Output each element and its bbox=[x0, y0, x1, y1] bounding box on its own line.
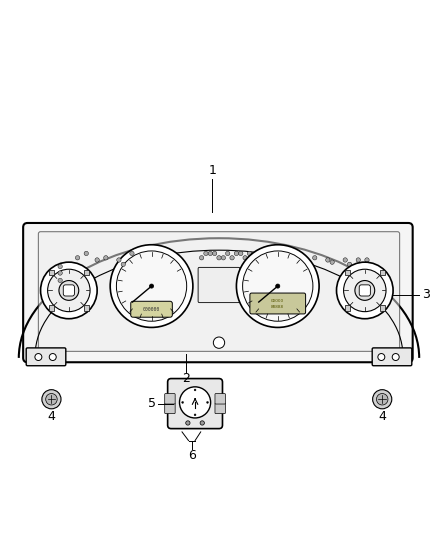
Bar bbox=[84, 305, 89, 311]
Circle shape bbox=[58, 271, 62, 275]
FancyBboxPatch shape bbox=[372, 348, 412, 366]
Circle shape bbox=[226, 251, 230, 256]
Bar bbox=[345, 305, 350, 311]
Text: 4: 4 bbox=[47, 410, 55, 423]
Text: ODOOO: ODOOO bbox=[271, 300, 284, 303]
Text: 000000: 000000 bbox=[143, 306, 160, 311]
Circle shape bbox=[286, 256, 291, 260]
Circle shape bbox=[377, 393, 388, 405]
Bar bbox=[380, 305, 385, 311]
FancyBboxPatch shape bbox=[39, 232, 399, 351]
Circle shape bbox=[35, 353, 42, 360]
Circle shape bbox=[186, 421, 190, 425]
Circle shape bbox=[239, 251, 243, 256]
Circle shape bbox=[182, 401, 184, 403]
Circle shape bbox=[243, 256, 247, 260]
Circle shape bbox=[330, 260, 334, 264]
Circle shape bbox=[204, 251, 208, 256]
FancyBboxPatch shape bbox=[215, 403, 226, 414]
Circle shape bbox=[110, 245, 193, 327]
FancyBboxPatch shape bbox=[165, 393, 175, 404]
Circle shape bbox=[117, 258, 121, 262]
Bar bbox=[84, 270, 89, 276]
FancyBboxPatch shape bbox=[26, 348, 66, 366]
Circle shape bbox=[49, 353, 56, 360]
Circle shape bbox=[180, 387, 211, 418]
Circle shape bbox=[221, 256, 226, 260]
Circle shape bbox=[217, 256, 221, 260]
Circle shape bbox=[278, 256, 282, 260]
Text: 2: 2 bbox=[182, 372, 190, 385]
Circle shape bbox=[347, 262, 352, 266]
Circle shape bbox=[378, 353, 385, 360]
Bar bbox=[49, 270, 54, 276]
Circle shape bbox=[212, 251, 217, 256]
Circle shape bbox=[58, 278, 62, 282]
Circle shape bbox=[46, 393, 57, 405]
FancyBboxPatch shape bbox=[250, 293, 306, 314]
Circle shape bbox=[117, 251, 187, 321]
Text: 5: 5 bbox=[148, 397, 155, 410]
Circle shape bbox=[360, 262, 365, 266]
Text: 1: 1 bbox=[208, 164, 216, 177]
Circle shape bbox=[194, 414, 196, 416]
Circle shape bbox=[42, 390, 61, 409]
Circle shape bbox=[291, 251, 295, 256]
Circle shape bbox=[325, 258, 330, 262]
FancyBboxPatch shape bbox=[131, 301, 172, 317]
Circle shape bbox=[199, 256, 204, 260]
Circle shape bbox=[48, 269, 90, 312]
Circle shape bbox=[313, 256, 317, 260]
Circle shape bbox=[104, 256, 108, 260]
Circle shape bbox=[130, 251, 134, 256]
Circle shape bbox=[247, 251, 252, 256]
Circle shape bbox=[41, 262, 97, 319]
Circle shape bbox=[208, 251, 212, 256]
Text: 88888: 88888 bbox=[271, 305, 284, 309]
Circle shape bbox=[304, 258, 308, 262]
Circle shape bbox=[207, 401, 208, 403]
Circle shape bbox=[365, 258, 369, 262]
Circle shape bbox=[343, 258, 347, 262]
Circle shape bbox=[230, 256, 234, 260]
Circle shape bbox=[234, 251, 239, 256]
Circle shape bbox=[58, 264, 62, 269]
Circle shape bbox=[237, 245, 319, 327]
FancyBboxPatch shape bbox=[63, 285, 74, 296]
FancyBboxPatch shape bbox=[359, 285, 371, 296]
Circle shape bbox=[392, 353, 399, 360]
Text: 6: 6 bbox=[187, 449, 195, 462]
Circle shape bbox=[273, 251, 278, 256]
Bar bbox=[380, 270, 385, 276]
Circle shape bbox=[243, 251, 313, 321]
Circle shape bbox=[149, 284, 154, 288]
Text: 3: 3 bbox=[422, 288, 430, 301]
Circle shape bbox=[194, 389, 196, 391]
Circle shape bbox=[84, 251, 88, 256]
FancyBboxPatch shape bbox=[23, 223, 413, 362]
Circle shape bbox=[356, 258, 360, 262]
Circle shape bbox=[59, 280, 79, 300]
Circle shape bbox=[213, 337, 225, 349]
Circle shape bbox=[276, 284, 280, 288]
FancyBboxPatch shape bbox=[215, 393, 226, 404]
Circle shape bbox=[336, 262, 393, 319]
Circle shape bbox=[95, 258, 99, 262]
Circle shape bbox=[343, 269, 386, 312]
Bar bbox=[49, 305, 54, 311]
Circle shape bbox=[75, 256, 80, 260]
Circle shape bbox=[355, 280, 374, 300]
Circle shape bbox=[269, 256, 273, 260]
Circle shape bbox=[200, 421, 205, 425]
FancyBboxPatch shape bbox=[198, 268, 240, 303]
Bar bbox=[345, 270, 350, 276]
Text: 4: 4 bbox=[378, 410, 386, 423]
Circle shape bbox=[373, 390, 392, 409]
FancyBboxPatch shape bbox=[165, 403, 175, 414]
Circle shape bbox=[121, 262, 125, 266]
FancyBboxPatch shape bbox=[168, 378, 223, 429]
